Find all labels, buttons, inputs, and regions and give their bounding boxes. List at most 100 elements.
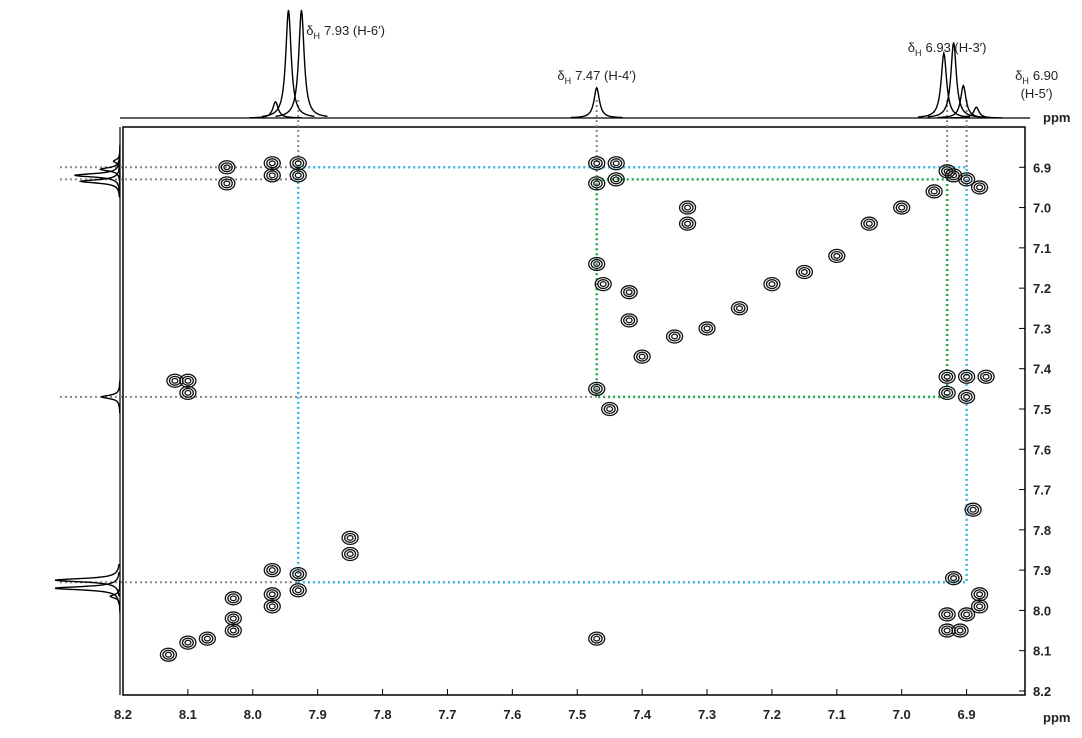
cross-peak	[964, 502, 982, 517]
top-projection-peak	[937, 84, 990, 119]
contour-ring	[184, 389, 192, 396]
contour-ring	[171, 377, 179, 384]
annotation-symbol: δ	[908, 40, 915, 55]
cross-peak	[698, 321, 716, 336]
cross-peak	[938, 369, 956, 384]
contour-ring	[960, 174, 973, 185]
contour-ring	[593, 260, 601, 267]
contour-ring	[928, 186, 941, 197]
left-projection-peak	[99, 153, 121, 186]
contour-ring	[700, 323, 714, 334]
contour-ring	[610, 158, 623, 169]
cross-peak	[588, 381, 606, 396]
contour-ring	[976, 591, 984, 598]
contour-ring	[865, 220, 873, 227]
annotation-subscript: H	[1022, 76, 1029, 86]
contour-ring	[266, 158, 279, 169]
annotation-subscript: H	[565, 76, 572, 86]
cross-peak	[179, 635, 197, 650]
contour-ring	[223, 164, 231, 171]
contour-ring	[268, 603, 276, 610]
contour-ring	[636, 351, 649, 362]
contour-ring	[976, 603, 984, 610]
plot-frame	[122, 126, 1026, 696]
x-axis-label: ppm	[1043, 710, 1070, 725]
cross-peak	[893, 200, 911, 215]
cross-peak	[218, 176, 236, 191]
contour-ring	[220, 162, 233, 173]
contour-ring	[266, 589, 279, 600]
cross-peak	[970, 599, 989, 614]
cross-peak	[678, 200, 697, 215]
contour-ring	[625, 317, 633, 324]
contour-ring	[800, 269, 808, 276]
cross-peak	[938, 607, 956, 622]
cross-peak	[588, 256, 606, 272]
contour-ring	[798, 266, 811, 278]
contour-ring	[292, 585, 305, 596]
annotation-line: (H-5′)	[1021, 86, 1053, 101]
y-tick-label: 7.4	[1033, 362, 1052, 377]
cross-peak	[944, 571, 963, 586]
contour-ring	[943, 611, 951, 618]
cross-peak	[633, 349, 651, 364]
contour-ring	[681, 218, 694, 229]
y-tick-label: 6.9	[1033, 160, 1051, 175]
contour-ring	[597, 279, 610, 290]
contour-ring	[684, 220, 692, 227]
contour-ring	[268, 567, 276, 574]
cross-peak	[607, 156, 625, 171]
top-projection-peak	[570, 86, 623, 119]
x-tick-label: 8.2	[114, 707, 132, 722]
x-tick-label: 7.6	[503, 707, 521, 722]
contour-ring	[950, 172, 958, 179]
contour-ring	[223, 180, 231, 187]
left-projection-peak	[54, 563, 120, 597]
contour-ring	[292, 158, 305, 169]
contour-ring	[982, 373, 990, 380]
cross-peak	[944, 168, 963, 183]
contour-ring	[950, 575, 958, 582]
annotation-text: 7.47 (H-4′)	[575, 68, 636, 83]
contour-ring	[638, 353, 646, 360]
contour-ring	[590, 383, 603, 394]
contour-ring	[963, 393, 971, 400]
correlation-box	[595, 178, 949, 399]
contour-ring	[863, 218, 876, 229]
x-tick-label: 7.7	[438, 707, 456, 722]
cross-peak	[166, 373, 184, 388]
contour-ring	[590, 633, 603, 644]
left-projection-peak	[100, 380, 121, 414]
left-projection-peak	[78, 165, 121, 198]
contour-ring	[671, 333, 679, 340]
x-tick-label: 7.3	[698, 707, 716, 722]
contour-ring	[976, 184, 984, 191]
contour-ring	[229, 627, 237, 634]
contour-ring	[963, 373, 971, 380]
annotation-subscript: H	[915, 48, 922, 58]
contour-ring	[603, 403, 616, 415]
contour-ring	[960, 609, 973, 620]
cross-peak	[224, 611, 242, 626]
contour-ring	[162, 649, 175, 660]
contour-ring	[294, 160, 302, 167]
contour-ring	[590, 258, 603, 270]
contour-ring	[181, 637, 194, 648]
contour-ring	[184, 639, 192, 646]
contour-ring	[898, 204, 906, 211]
cross-peak	[263, 599, 281, 614]
cross-peak	[218, 160, 236, 175]
contour-ring	[294, 587, 302, 594]
y-tick-label: 7.5	[1033, 402, 1051, 417]
contour-ring	[941, 387, 954, 398]
left-projection-peak	[112, 145, 121, 178]
contour-ring	[681, 202, 694, 213]
contour-ring	[227, 613, 240, 624]
contour-ring	[765, 279, 779, 290]
contour-ring	[623, 287, 636, 298]
cross-peak	[828, 248, 846, 264]
x-tick-label: 7.9	[309, 707, 327, 722]
contour-ring	[201, 633, 214, 644]
contour-ring	[266, 565, 279, 576]
contour-ring	[599, 281, 607, 288]
